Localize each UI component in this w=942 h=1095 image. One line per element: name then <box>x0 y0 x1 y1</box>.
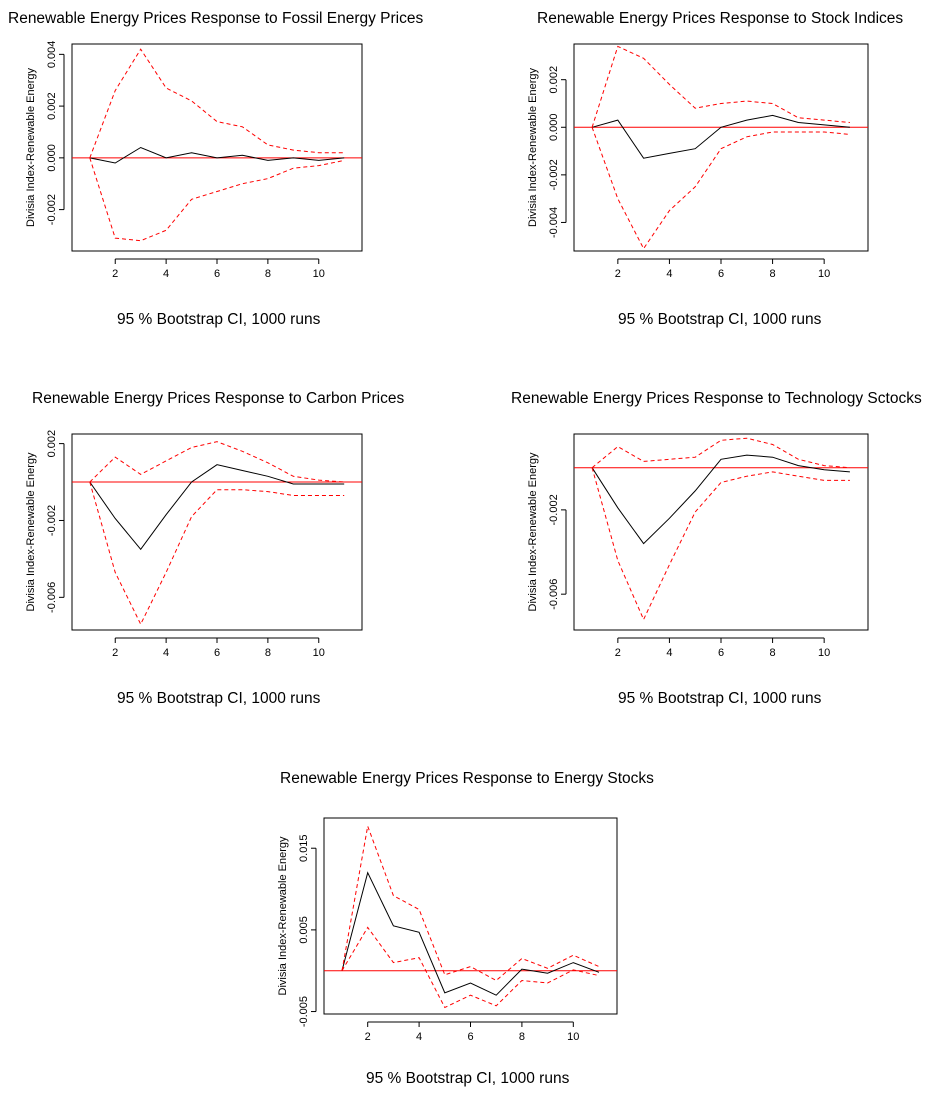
chart-panel-stock-indices: Renewable Energy Prices Response to Stoc… <box>471 0 942 340</box>
y-tick-label: -0.006 <box>46 582 58 613</box>
chart-panel-carbon-prices: Renewable Energy Prices Response to Carb… <box>0 380 471 720</box>
y-axis-label: Divisia Index-Renewable Energy <box>25 452 37 611</box>
y-tick-label: 0.005 <box>298 916 310 944</box>
y-tick-label: 0.015 <box>298 834 310 862</box>
y-tick-label: 0.000 <box>548 114 560 142</box>
chart-title: Renewable Energy Prices Response to Stoc… <box>537 10 904 27</box>
y-tick-label: -0.002 <box>548 494 560 525</box>
x-tick-label: 10 <box>567 1031 579 1043</box>
lower-ci-line <box>89 481 345 626</box>
chart-panel-energy-stocks: Renewable Energy Prices Response to Ener… <box>236 760 707 1095</box>
x-tick-label: 2 <box>112 647 118 659</box>
x-tick-label: 8 <box>265 268 271 280</box>
x-tick-label: 10 <box>818 647 830 659</box>
upper-ci-line <box>89 48 345 159</box>
y-tick-label: 0.004 <box>46 41 58 69</box>
chart-panel-technology-stocks: Renewable Energy Prices Response to Tech… <box>471 380 942 720</box>
y-axis-label: Divisia Index-Renewable Energy <box>527 68 539 227</box>
x-tick-label: 4 <box>163 647 169 659</box>
y-tick-label: 0.002 <box>46 430 58 458</box>
chart-plot: 2 4 6 8 10 -0.006 -0.002 0.002 Divisia Index-Ren… <box>25 430 363 659</box>
x-tick-label: 6 <box>214 268 220 280</box>
x-tick-label: 8 <box>519 1031 525 1043</box>
lower-ci-line <box>89 157 345 242</box>
chart-caption: 95 % Bootstrap CI, 1000 runs <box>117 690 321 707</box>
lower-ci-line <box>591 467 850 621</box>
y-axis-label: Divisia Index-Renewable Energy <box>25 68 37 227</box>
x-tick-label: 2 <box>615 647 621 659</box>
lower-ci-line <box>341 926 600 1009</box>
chart-caption: 95 % Bootstrap CI, 1000 runs <box>117 311 321 328</box>
response-line <box>89 464 345 551</box>
y-axis-label: Divisia Index-Renewable Energy <box>277 836 289 995</box>
x-tick-label: 4 <box>416 1031 422 1043</box>
plot-frame <box>71 433 363 631</box>
x-tick-label: 6 <box>718 647 724 659</box>
chart-plot: 2 4 6 8 10 -0.004 -0.002 0.000 0.002 Divisia Inde… <box>527 43 869 280</box>
x-tick-label: 10 <box>313 268 325 280</box>
chart-title: Renewable Energy Prices Response to Ener… <box>280 770 654 787</box>
x-tick-label: 6 <box>214 647 220 659</box>
chart-caption: 95 % Bootstrap CI, 1000 runs <box>366 1070 570 1087</box>
x-tick-label: 2 <box>615 268 621 280</box>
upper-ci-line <box>591 45 850 128</box>
y-tick-label: -0.002 <box>46 505 58 536</box>
y-tick-label: -0.005 <box>298 996 310 1027</box>
chart-caption: 95 % Bootstrap CI, 1000 runs <box>618 311 822 328</box>
x-tick-label: 10 <box>818 268 830 280</box>
lower-ci-line <box>591 127 850 250</box>
y-tick-label: -0.002 <box>548 159 560 190</box>
x-tick-label: 10 <box>313 647 325 659</box>
y-axis-label: Divisia Index-Renewable Energy <box>527 452 539 611</box>
x-tick-label: 4 <box>666 647 672 659</box>
response-line <box>89 146 345 164</box>
y-tick-label: -0.004 <box>548 207 560 238</box>
x-tick-label: 8 <box>265 647 271 659</box>
plot-frame <box>323 817 618 1015</box>
x-tick-label: 8 <box>770 647 776 659</box>
x-tick-label: 6 <box>718 268 724 280</box>
chart-title: Renewable Energy Prices Response to Tech… <box>511 390 922 407</box>
y-tick-label: 0.000 <box>46 144 58 172</box>
chart-plot: 2 4 6 8 10 -0.002 0.000 0.002 0.004 Divisia Index… <box>25 41 363 280</box>
chart-title: Renewable Energy Prices Response to Carb… <box>32 390 405 407</box>
plot-frame <box>573 433 869 631</box>
x-tick-label: 4 <box>163 268 169 280</box>
x-tick-label: 2 <box>112 268 118 280</box>
x-tick-label: 2 <box>365 1031 371 1043</box>
chart-caption: 95 % Bootstrap CI, 1000 runs <box>618 690 822 707</box>
y-tick-label: 0.002 <box>548 66 560 94</box>
upper-ci-line <box>89 441 345 483</box>
chart-title: Renewable Energy Prices Response to Foss… <box>8 10 424 27</box>
chart-panel-fossil-energy: Renewable Energy Prices Response to Foss… <box>0 0 471 340</box>
x-tick-label: 6 <box>467 1031 473 1043</box>
plot-frame <box>573 43 869 252</box>
response-line <box>591 114 850 159</box>
y-tick-label: 0.002 <box>46 92 58 120</box>
x-tick-label: 4 <box>666 268 672 280</box>
x-tick-label: 8 <box>770 268 776 280</box>
response-line <box>591 454 850 545</box>
chart-plot: 2 4 6 8 10 -0.005 0.005 0.015 Divisia Index-Rene… <box>277 817 618 1043</box>
y-tick-label: -0.006 <box>548 579 560 610</box>
upper-ci-line <box>341 824 600 982</box>
chart-plot: 2 4 6 8 10 -0.006 -0.002 Divisia Index-Renewabl… <box>527 433 869 659</box>
y-tick-label: -0.002 <box>46 194 58 225</box>
plot-frame <box>71 43 363 252</box>
response-line <box>341 871 600 996</box>
upper-ci-line <box>591 437 850 469</box>
